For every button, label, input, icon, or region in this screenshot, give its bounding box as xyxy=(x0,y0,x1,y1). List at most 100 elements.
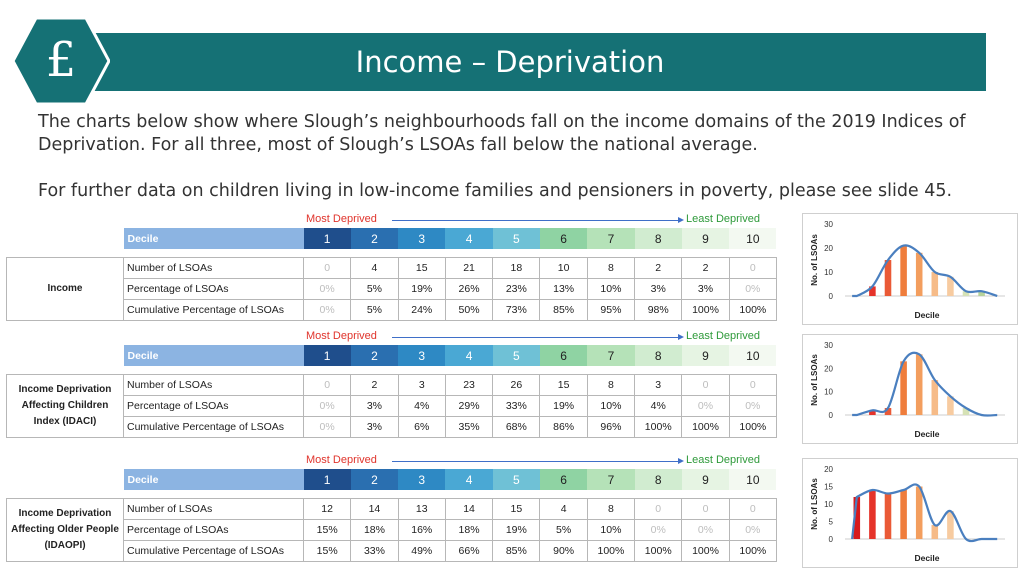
value-cell: 0% xyxy=(728,518,777,541)
value-cell: 13% xyxy=(539,277,588,300)
bar-decile-5 xyxy=(915,354,923,415)
blank-cell xyxy=(7,469,124,490)
direction-arrow xyxy=(392,334,684,340)
value-cell: 3 xyxy=(634,373,683,396)
bar-decile-7 xyxy=(947,396,954,415)
value-cell: 10% xyxy=(586,518,636,541)
bar-decile-6 xyxy=(931,380,939,415)
decile-header-9: 9 xyxy=(681,469,730,490)
decile-header-6: 6 xyxy=(539,345,588,366)
value-cell: 15 xyxy=(492,497,541,520)
most-deprived-label: Most Deprived xyxy=(306,454,377,466)
value-cell: 0 xyxy=(302,373,352,396)
bar-decile-5 xyxy=(915,486,923,539)
decile-label: Decile xyxy=(123,228,304,249)
value-cell: 68% xyxy=(492,415,541,438)
value-cell: 23 xyxy=(444,373,494,396)
value-cell: 0% xyxy=(302,298,352,321)
y-tick-label: 0 xyxy=(829,292,834,301)
bar-decile-8 xyxy=(962,291,970,296)
value-cell: 0 xyxy=(681,497,730,520)
value-cell: 2 xyxy=(634,256,683,279)
value-cell: 15 xyxy=(539,373,588,396)
value-cell: 24% xyxy=(397,298,446,321)
income-table-block: Most Deprived Least Deprived Decile 1 2 3 4 5 6 7… xyxy=(6,212,778,321)
decile-header-10: 10 xyxy=(729,469,777,490)
bar-decile-3 xyxy=(884,408,892,415)
value-cell: 100% xyxy=(634,415,683,438)
value-cell: 5% xyxy=(350,298,399,321)
value-cell: 2 xyxy=(681,256,730,279)
data-row: Cumulative Percentage of LSOAs 0% 3% 6% 35% 6… xyxy=(7,415,777,438)
value-cell: 50% xyxy=(444,298,494,321)
decile-header-1: 1 xyxy=(303,469,351,490)
spacer-cell xyxy=(7,490,777,498)
intro-paragraph-2: For further data on children living in l… xyxy=(38,181,953,201)
y-tick-label: 10 xyxy=(824,500,833,509)
y-tick-label: 15 xyxy=(824,483,833,492)
bar-decile-4 xyxy=(900,490,907,539)
value-cell: 18 xyxy=(492,256,541,279)
decile-header-6: 6 xyxy=(539,228,588,249)
value-cell: 100% xyxy=(728,298,777,321)
deprivation-direction: Most Deprived Least Deprived xyxy=(6,212,778,228)
decile-header-3: 3 xyxy=(398,345,446,366)
idaci-chart: No. of LSOAs 0 10 20 30 Decile xyxy=(802,334,1018,444)
bar-decile-3 xyxy=(884,260,892,296)
spacer-cell xyxy=(7,366,777,374)
decile-header-4: 4 xyxy=(445,345,493,366)
bar-decile-5 xyxy=(915,252,923,296)
x-axis-label: Decile xyxy=(914,553,939,563)
decile-header-8: 8 xyxy=(634,345,682,366)
decile-label: Decile xyxy=(123,469,304,490)
intro-paragraph-1: The charts below show where Slough’s nei… xyxy=(38,112,966,155)
title-bar xyxy=(90,33,986,91)
decile-header-5: 5 xyxy=(492,469,540,490)
value-cell: 8 xyxy=(586,497,636,520)
deprivation-table: Decile 1 2 3 4 5 6 7 8 9 10 Income Deprivation Affe… xyxy=(6,469,777,562)
deprivation-direction: Most Deprived Least Deprived xyxy=(6,329,778,345)
decile-header-8: 8 xyxy=(634,228,682,249)
value-cell: 73% xyxy=(492,298,541,321)
value-cell: 85% xyxy=(492,539,541,562)
value-cell: 15% xyxy=(302,518,352,541)
value-cell: 33% xyxy=(350,539,399,562)
chart-svg: No. of LSOAs 0 10 20 30 Decile xyxy=(810,220,1005,320)
value-cell: 35% xyxy=(444,415,494,438)
decile-header-2: 2 xyxy=(350,345,399,366)
y-axis-label: No. of LSOAs xyxy=(810,354,819,406)
value-cell: 100% xyxy=(586,539,636,562)
value-cell: 19% xyxy=(539,394,588,417)
value-cell: 16% xyxy=(397,518,446,541)
least-deprived-label: Least Deprived xyxy=(686,330,760,342)
value-cell: 3% xyxy=(634,277,683,300)
value-cell: 14 xyxy=(444,497,494,520)
value-cell: 15 xyxy=(397,256,446,279)
most-deprived-label: Most Deprived xyxy=(306,330,377,342)
value-cell: 14 xyxy=(350,497,399,520)
idaopi-table-block: Most Deprived Least Deprived Decile 1 2 3 4 5 6 7… xyxy=(6,453,778,562)
pound-sign-icon: £ xyxy=(11,16,111,106)
y-axis-label: No. of LSOAs xyxy=(810,478,819,530)
decile-header-row: Decile 1 2 3 4 5 6 7 8 9 10 xyxy=(7,469,777,490)
blank-cell xyxy=(7,345,124,366)
svg-text:£: £ xyxy=(46,32,77,88)
deprivation-table: Decile 1 2 3 4 5 6 7 8 9 10 Income Deprivation Affe… xyxy=(6,345,777,438)
idaopi-chart: No. of LSOAs 0 5 10 15 20 Decile xyxy=(802,458,1018,568)
distribution-line xyxy=(851,483,998,543)
y-tick-label: 20 xyxy=(824,244,833,253)
value-cell: 86% xyxy=(539,415,588,438)
value-cell: 26% xyxy=(444,277,494,300)
value-cell: 3 xyxy=(397,373,446,396)
blank-cell xyxy=(7,228,124,249)
value-cell: 100% xyxy=(681,415,730,438)
most-deprived-label: Most Deprived xyxy=(306,213,377,225)
value-cell: 0% xyxy=(728,394,777,417)
value-cell: 98% xyxy=(634,298,683,321)
bar-decile-1 xyxy=(853,497,861,539)
spacer-row xyxy=(7,366,777,374)
least-deprived-label: Least Deprived xyxy=(686,213,760,225)
intro-text: The charts below show where Slough’s nei… xyxy=(38,111,988,203)
value-cell: 4 xyxy=(350,256,399,279)
y-tick-label: 20 xyxy=(824,465,833,474)
